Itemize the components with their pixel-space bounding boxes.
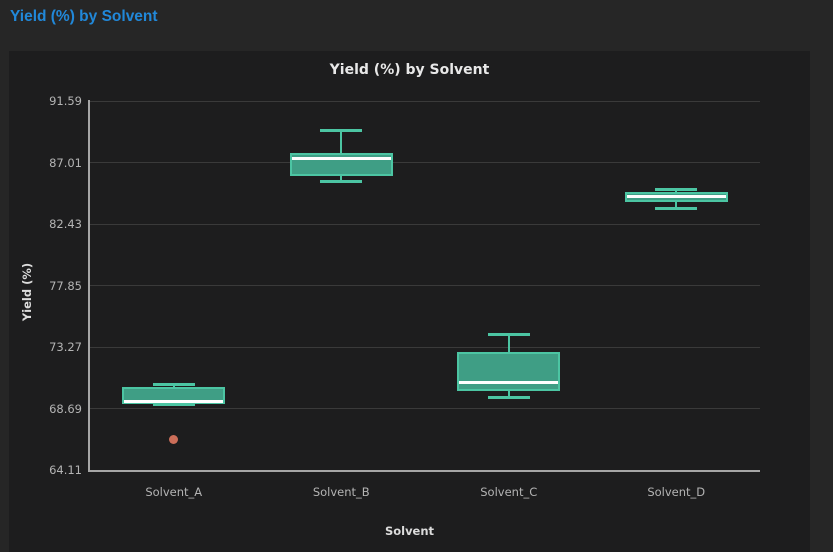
whisker-cap-high <box>320 128 363 132</box>
y-axis-line <box>88 100 90 471</box>
median-line <box>459 381 559 385</box>
whisker-cap-low <box>152 402 195 406</box>
gridline <box>90 346 760 348</box>
gridline <box>90 408 760 409</box>
gridline <box>90 285 760 286</box>
chart-card <box>9 51 810 552</box>
outlier-point <box>169 434 179 444</box>
x-tick-label: Solvent_D <box>647 485 706 499</box>
y-tick-label: 77.85 <box>49 278 82 293</box>
y-tick-label: 64.11 <box>49 463 82 477</box>
gridline <box>90 223 760 225</box>
y-tick-label: 73.27 <box>49 340 82 354</box>
gridline <box>90 100 760 102</box>
box-solvent_c <box>457 351 561 391</box>
median-line <box>124 400 224 404</box>
whisker-cap-low <box>320 179 363 183</box>
x-axis-line <box>88 470 760 472</box>
x-tick-label: Solvent_B <box>312 485 370 499</box>
whisker-cap-low <box>487 396 530 400</box>
y-tick-label: 82.43 <box>49 217 82 231</box>
whisker-cap-high <box>487 333 530 336</box>
x-tick-label: Solvent_A <box>145 485 203 499</box>
median-line <box>626 194 726 198</box>
whisker-cap-low <box>655 206 698 210</box>
chart-title: Yield (%) by Solvent <box>329 62 490 78</box>
median-line <box>291 157 391 161</box>
panel-header-title: Yield (%) by Solvent <box>10 8 158 25</box>
x-axis-title: Solvent <box>384 524 435 538</box>
gridline <box>90 162 760 163</box>
y-tick-label: 91.59 <box>49 94 82 108</box>
y-tick-label: 87.01 <box>49 155 82 170</box>
whisker-cap-high <box>655 187 698 191</box>
whisker-cap-high <box>152 382 195 386</box>
x-tick-label: Solvent_C <box>480 485 538 499</box>
y-tick-label: 68.69 <box>49 401 82 416</box>
